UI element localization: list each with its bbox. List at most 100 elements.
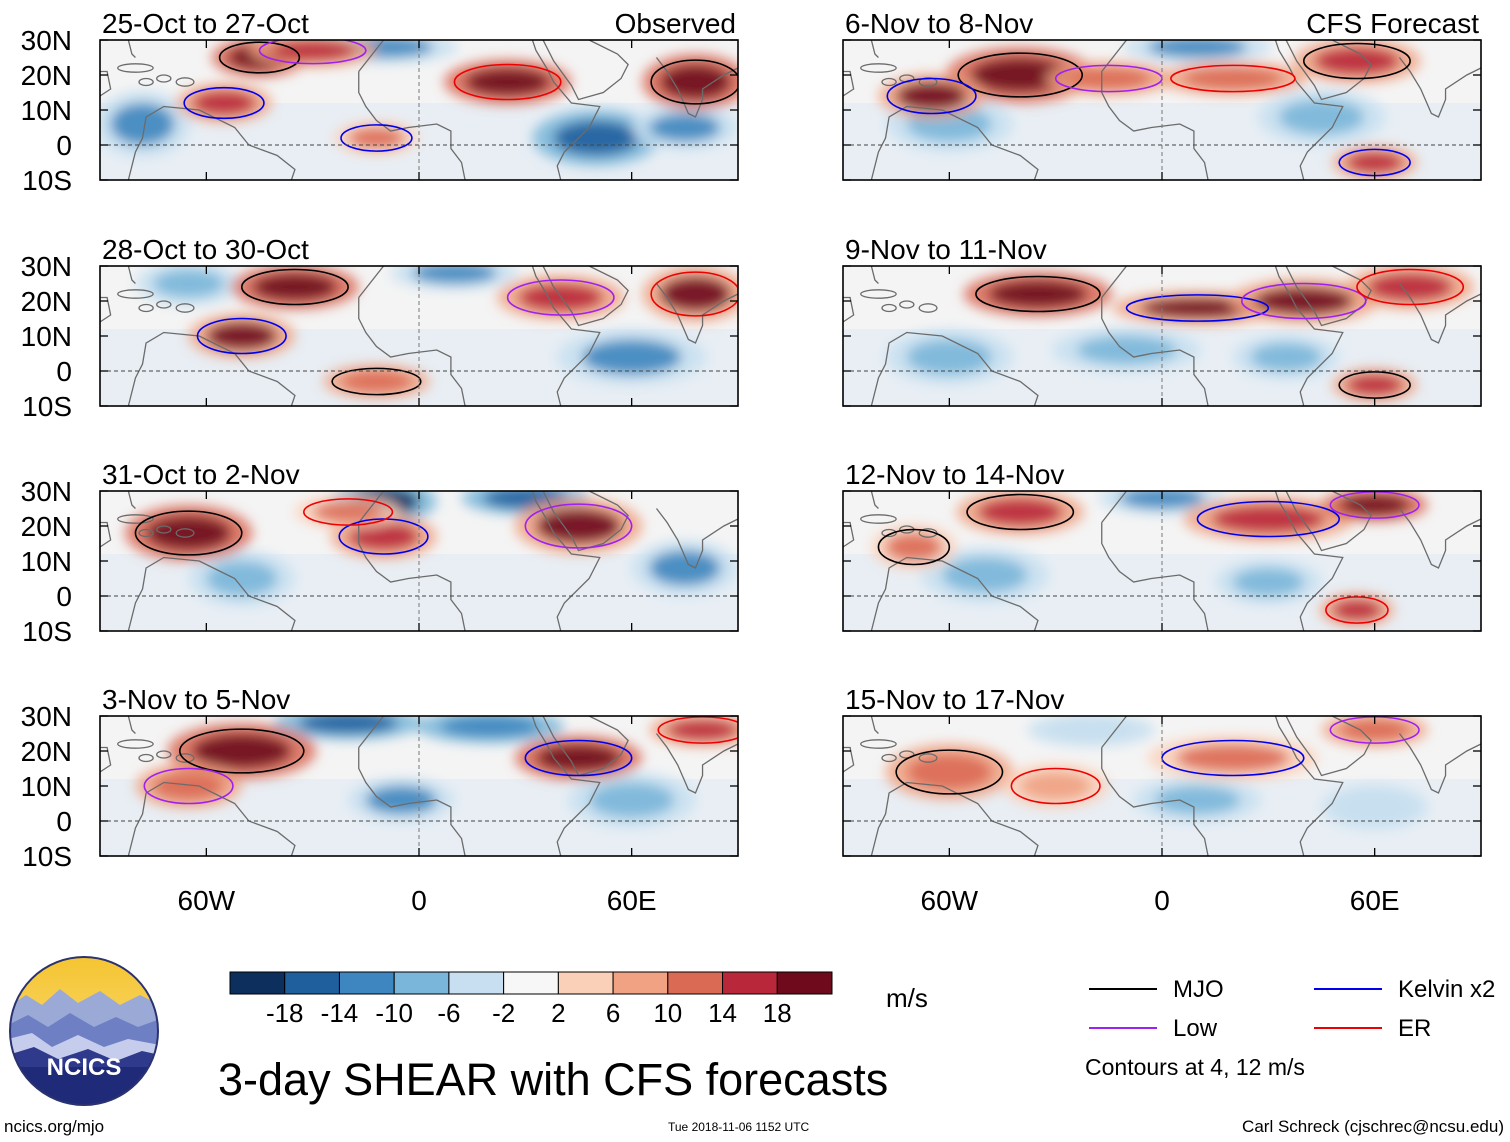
shear-negative-core — [1048, 719, 1134, 741]
coastline — [127, 266, 136, 284]
island-outline — [156, 74, 172, 83]
shear-positive-core — [341, 371, 412, 392]
shear-positive-core — [906, 754, 992, 790]
panel-source-label: Observed — [615, 8, 736, 39]
y-tick-label: 30N — [21, 25, 72, 56]
contours — [877, 491, 1420, 624]
coastline — [127, 491, 136, 509]
coastline — [655, 283, 738, 344]
coastline — [571, 855, 597, 856]
island-outline — [175, 753, 195, 763]
y-tick-label: 10S — [22, 391, 72, 422]
y-tick-label: 30N — [21, 701, 72, 732]
shear-negative-core — [1154, 786, 1240, 814]
colorbar-tick-label: 18 — [763, 998, 792, 1028]
legend-label: Kelvin x2 — [1398, 976, 1495, 1003]
contour-line — [196, 317, 287, 355]
coastline — [358, 266, 385, 298]
colorbar-swatch — [229, 971, 286, 995]
contour-line — [218, 41, 301, 74]
colorbar-swatch — [667, 971, 724, 995]
panel-period-label: 6-Nov to 8-Nov — [845, 8, 1033, 39]
coastline — [870, 716, 879, 734]
colorbar-tick-label: -6 — [437, 998, 460, 1028]
contour-line — [1125, 294, 1270, 322]
coastline — [1314, 630, 1340, 631]
coastline — [100, 716, 112, 773]
shear-positive-core — [535, 744, 622, 772]
legend-label: Low — [1173, 1015, 1218, 1042]
contour-note: Contours at 4, 12 m/s — [1085, 1054, 1305, 1080]
footer-author: Carl Schreck (cjschrec@ncsu.edu) — [1242, 1117, 1504, 1136]
contour-line — [650, 59, 738, 105]
legend-label: MJO — [1173, 976, 1224, 1003]
coastline — [843, 491, 855, 548]
colorbar-swatch — [448, 971, 505, 995]
coastline — [531, 716, 601, 856]
shear-positive-core — [1254, 287, 1354, 315]
island-outline — [918, 753, 938, 763]
contours — [143, 716, 738, 805]
shear-positive-core — [1211, 505, 1326, 533]
logo-text: NCICS — [47, 1054, 122, 1081]
chart-title: 3-day SHEAR with CFS forecasts — [218, 1054, 889, 1105]
x-tick-label: 0 — [1154, 885, 1170, 916]
shear-positive-core — [1140, 297, 1255, 319]
coastline — [571, 405, 597, 406]
coastline — [1285, 40, 1372, 101]
coastline — [1285, 491, 1372, 552]
y-tick-label: 20N — [21, 511, 72, 542]
contour-line — [240, 268, 349, 306]
x-tick-label: 60W — [921, 885, 979, 916]
contour-line — [258, 40, 367, 65]
panel-period-label: 31-Oct to 2-Nov — [102, 459, 300, 490]
coastline — [1314, 179, 1340, 180]
y-tick-label: 0 — [56, 130, 72, 161]
coastline — [571, 630, 597, 631]
shear-positive-core — [1066, 68, 1152, 89]
colorbar-swatch — [612, 971, 669, 995]
coastline — [870, 40, 879, 58]
island-outline — [117, 289, 154, 299]
shear-positive-core — [348, 522, 419, 551]
colorbar-swatch — [503, 971, 559, 995]
colorbar-swatch — [776, 971, 833, 995]
contour-line — [1010, 767, 1101, 805]
shear-positive-core — [1346, 374, 1404, 396]
coastline — [1398, 283, 1481, 344]
contour-line — [134, 510, 243, 556]
y-tick-label: 20N — [21, 736, 72, 767]
shear-positive-core — [1314, 47, 1400, 75]
shear-positive-core — [312, 501, 384, 523]
coastlines — [843, 40, 1481, 180]
shear-negative-core — [582, 339, 682, 375]
colorbar-swatch — [557, 971, 614, 995]
legend-label: ER — [1398, 1015, 1431, 1042]
island-outline — [156, 750, 172, 759]
map-panel: 12-Nov to 14-Nov — [842, 459, 1482, 632]
coastline — [127, 40, 136, 58]
contour-line — [178, 728, 305, 774]
contour-line — [303, 498, 394, 526]
island-outline — [138, 528, 154, 538]
island-outline — [138, 753, 154, 763]
shear-negative-core — [589, 782, 675, 818]
coastline — [1274, 491, 1344, 631]
shear-negative-core — [1339, 793, 1411, 821]
shear-positive-core — [192, 733, 292, 769]
shear-positive-core — [465, 68, 551, 96]
contours — [975, 268, 1465, 399]
shear-positive-core — [1183, 68, 1283, 89]
contour-line — [340, 124, 413, 152]
map-panel: 25-Oct to 27-Oct Observed 30N 20N 10N 0 10S — [21, 8, 739, 196]
x-axes: 60W 0 60E 60W 0 60E — [178, 885, 1400, 916]
shear-positive-core — [153, 772, 225, 800]
coastline — [542, 40, 629, 101]
contour-line — [183, 86, 265, 120]
coastline — [655, 733, 738, 794]
y-tick-label: 10S — [22, 616, 72, 647]
colorbar-swatch — [284, 971, 340, 995]
coastline — [127, 331, 296, 406]
shear-shading — [124, 491, 738, 607]
